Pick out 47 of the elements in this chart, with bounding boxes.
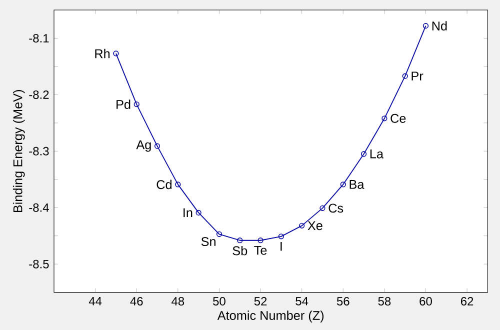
point bbox=[258, 238, 264, 244]
point bbox=[320, 205, 326, 211]
annotation: Ba bbox=[350, 180, 364, 189]
annotation: Rh bbox=[95, 48, 110, 58]
y-tick-label: -8.5 bbox=[29, 260, 49, 268]
annotation: Pd bbox=[116, 100, 130, 109]
y-tick-label: -8.2 bbox=[29, 90, 49, 99]
annotation: Ce bbox=[390, 114, 406, 123]
point bbox=[216, 231, 222, 237]
point bbox=[278, 234, 284, 240]
point bbox=[237, 238, 243, 244]
annotation: Ag bbox=[136, 140, 151, 152]
annotation: I bbox=[280, 242, 282, 251]
annotation: Nd bbox=[432, 21, 447, 30]
annotation: Sb bbox=[232, 246, 248, 256]
x-axis-title: Atomic Number (Z) bbox=[217, 310, 324, 322]
annotation: La bbox=[370, 150, 384, 158]
point bbox=[360, 151, 367, 157]
x-tick-label: 46 bbox=[130, 297, 143, 306]
y-tick-label: -8.4 bbox=[29, 203, 49, 212]
annotation: Cs bbox=[328, 204, 344, 213]
y-tick-label: -8.1 bbox=[29, 34, 49, 42]
annotation: Xe bbox=[308, 221, 322, 230]
point bbox=[402, 73, 408, 79]
x-tick-label: 52 bbox=[254, 297, 267, 306]
x-tick-label: 56 bbox=[336, 297, 350, 306]
annotation: In bbox=[184, 208, 192, 218]
x-tick-label: 60 bbox=[420, 297, 432, 306]
y-axis-title: Binding Energy (MeV) bbox=[12, 90, 25, 212]
x-tick-label: 54 bbox=[296, 297, 308, 306]
annotation: Te bbox=[254, 246, 267, 255]
point bbox=[134, 101, 140, 108]
annotation: Sn bbox=[201, 237, 216, 246]
x-tick-label: 48 bbox=[172, 297, 184, 306]
x-tick-label: 50 bbox=[213, 297, 226, 306]
x-tick-label: 44 bbox=[88, 297, 102, 306]
x-tick-label: 58 bbox=[378, 297, 391, 306]
point bbox=[154, 143, 160, 149]
annotation: Pr bbox=[412, 72, 424, 80]
point bbox=[196, 210, 202, 216]
point bbox=[299, 222, 305, 228]
point bbox=[382, 116, 388, 122]
point bbox=[175, 182, 181, 188]
y-tick-label: -8.3 bbox=[29, 146, 49, 156]
x-tick-label: 62 bbox=[460, 297, 474, 306]
annotation: Cd bbox=[156, 180, 172, 190]
point bbox=[340, 182, 346, 188]
